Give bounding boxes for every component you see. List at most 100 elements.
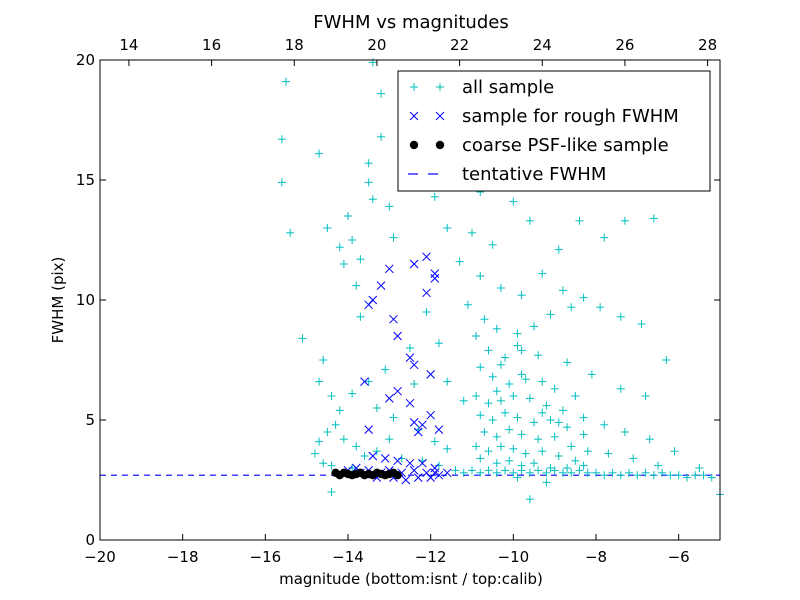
all-sample-point <box>472 392 481 400</box>
rough-fwhm-point <box>405 458 415 468</box>
x-axis-label: magnitude (bottom:isnt / top:calib) <box>279 570 543 588</box>
all-sample-point <box>517 370 526 379</box>
all-sample-point <box>600 233 609 242</box>
all-sample-point <box>517 466 526 475</box>
all-sample-point <box>492 324 501 333</box>
top-x-tick-label: 14 <box>119 36 138 54</box>
all-sample-point <box>616 471 625 480</box>
all-sample-point <box>476 454 485 463</box>
rough-fwhm-point <box>401 475 411 485</box>
all-sample-point <box>389 233 398 242</box>
y-tick-label: 20 <box>76 51 95 69</box>
all-sample-point <box>546 416 555 424</box>
all-sample-point <box>501 353 510 362</box>
all-sample-point <box>546 310 555 319</box>
all-sample-point <box>377 89 386 98</box>
all-sample-point <box>641 392 650 400</box>
all-sample-point <box>521 449 530 458</box>
all-sample-point <box>339 435 348 444</box>
all-sample-point <box>443 377 452 386</box>
all-sample-point <box>542 401 551 410</box>
all-sample-point <box>649 471 658 480</box>
all-sample-point <box>381 365 390 374</box>
all-sample-point <box>558 406 567 415</box>
rough-fwhm-point <box>364 425 374 434</box>
all-sample-point <box>323 224 332 232</box>
all-sample-point <box>567 442 576 451</box>
all-sample-point <box>505 380 514 388</box>
all-sample-point <box>670 447 679 456</box>
all-sample-point <box>596 303 605 312</box>
all-sample-point <box>348 464 357 472</box>
all-sample-point <box>575 216 584 225</box>
all-sample-point <box>513 473 522 482</box>
all-sample-point <box>352 442 361 451</box>
rough-fwhm-point <box>413 427 423 437</box>
all-sample-point <box>542 478 551 487</box>
all-sample-point <box>682 473 691 482</box>
rough-fwhm-point <box>409 259 419 269</box>
rough-fwhm-point <box>413 473 423 482</box>
all-sample-point <box>521 375 530 384</box>
all-sample-point <box>501 408 510 417</box>
all-sample-point <box>575 466 584 475</box>
legend-marker-all-sample <box>436 83 444 91</box>
all-sample-point <box>583 468 592 477</box>
rough-fwhm-point <box>418 458 427 468</box>
top-x-tick-label: 28 <box>698 36 717 54</box>
rough-fwhm-point <box>360 377 369 386</box>
all-sample-point <box>538 269 547 278</box>
x-tick-label: −12 <box>415 548 447 566</box>
all-sample-point <box>496 396 505 405</box>
all-sample-point <box>331 420 340 429</box>
all-sample-point <box>451 466 460 475</box>
all-sample-point <box>542 468 551 477</box>
x-tick-label: −8 <box>585 548 607 566</box>
all-sample-point <box>385 202 394 211</box>
all-sample-point <box>397 454 406 463</box>
all-sample-point <box>484 466 493 475</box>
all-sample-point <box>443 444 452 453</box>
all-sample-point <box>637 320 646 328</box>
all-sample-point <box>538 377 547 386</box>
legend-label-tentative-fwhm: tentative FWHM <box>462 164 606 185</box>
all-sample-point <box>410 380 419 388</box>
all-sample-point <box>550 384 559 393</box>
all-sample-point <box>348 389 357 398</box>
all-sample-point <box>534 435 543 444</box>
all-sample-point <box>352 281 361 290</box>
all-sample-point <box>633 471 642 480</box>
all-sample-point <box>443 224 452 232</box>
all-sample-point <box>579 413 588 422</box>
all-sample-point <box>496 442 505 451</box>
all-sample-point <box>550 466 559 475</box>
all-sample-point <box>286 228 295 237</box>
axes: −20 −18 −16 −14 −12 −10 −8 −6 14 16 18 20 22 24 26 28 0 5… <box>76 36 720 566</box>
all-sample-point <box>579 461 588 470</box>
all-sample-point <box>277 135 286 144</box>
all-sample-point <box>315 377 324 386</box>
rough-fwhm-point <box>422 252 431 262</box>
all-sample-point <box>616 384 625 393</box>
all-sample-point <box>496 284 505 292</box>
all-sample-point <box>476 411 485 420</box>
all-sample-point <box>480 428 489 436</box>
all-sample-point <box>319 459 328 468</box>
rough-fwhm-point <box>380 454 390 463</box>
all-sample-point <box>492 468 501 477</box>
rough-fwhm-point <box>405 398 415 408</box>
all-sample-point <box>513 341 522 350</box>
all-sample-point <box>530 459 538 468</box>
all-sample-point <box>472 332 481 340</box>
all-sample-point <box>604 449 613 458</box>
legend-marker-rough-fwhm <box>435 111 445 121</box>
rough-fwhm-point <box>409 418 419 427</box>
x-tick-label: −20 <box>84 548 116 566</box>
rough-fwhm-point <box>409 466 419 475</box>
all-sample-point <box>372 404 381 412</box>
all-sample-point <box>563 423 572 432</box>
all-sample-point <box>372 447 381 456</box>
all-sample-point <box>364 377 373 386</box>
all-sample-point <box>509 444 518 453</box>
